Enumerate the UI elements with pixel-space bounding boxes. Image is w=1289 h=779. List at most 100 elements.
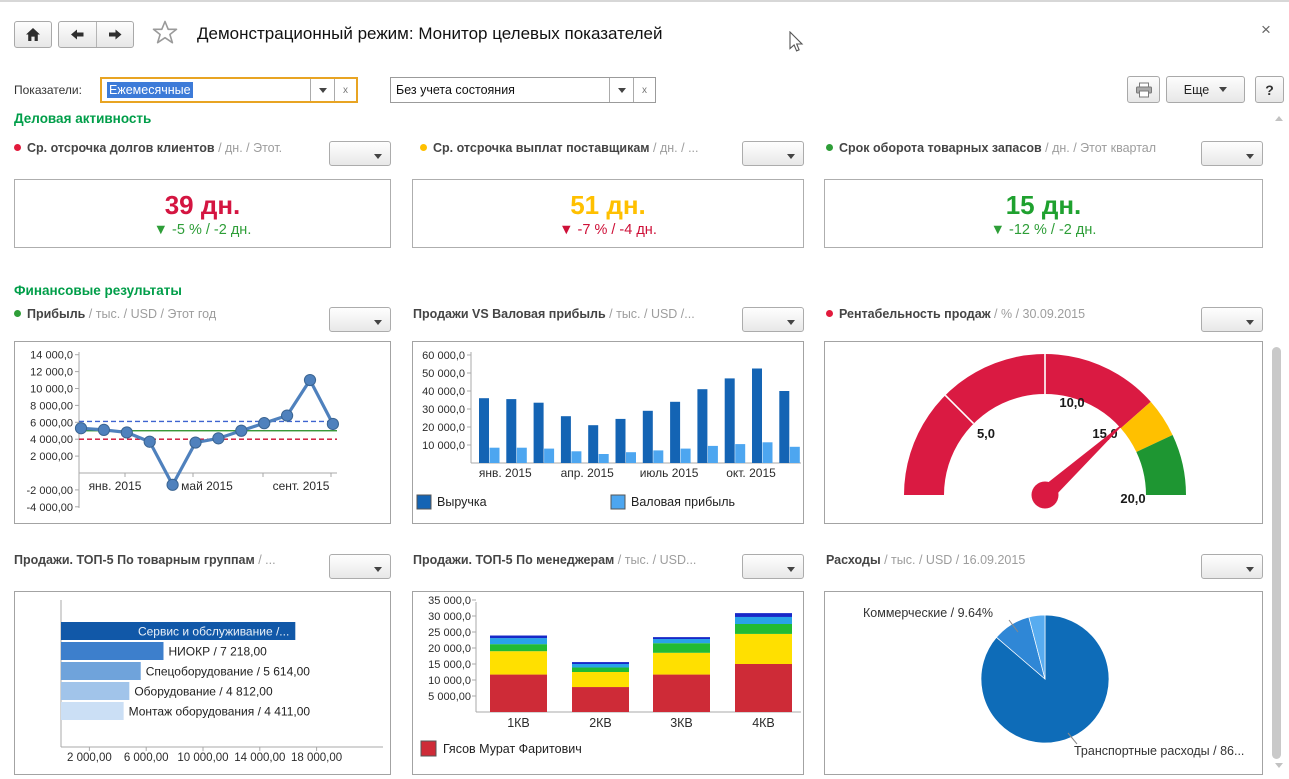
svg-text:14 000,00: 14 000,00 bbox=[234, 752, 285, 764]
chart-title-top5-groups: Продажи. ТОП-5 По товарным группам / ... bbox=[14, 553, 276, 567]
svg-text:4 000,00: 4 000,00 bbox=[30, 434, 73, 446]
chevron-down-icon[interactable] bbox=[609, 78, 633, 102]
chart-period-select-margin[interactable] bbox=[1201, 307, 1263, 332]
status-bullet-icon bbox=[420, 144, 427, 151]
close-icon[interactable]: × bbox=[1261, 20, 1271, 39]
kpi-period-select-1[interactable] bbox=[329, 141, 391, 166]
svg-text:10 000,00: 10 000,00 bbox=[177, 752, 228, 764]
chevron-down-icon bbox=[374, 320, 382, 329]
svg-text:2 000,00: 2 000,00 bbox=[30, 451, 73, 463]
svg-text:60 000,0: 60 000,0 bbox=[422, 350, 465, 362]
svg-text:май 2015: май 2015 bbox=[181, 479, 233, 493]
svg-text:20,0: 20,0 bbox=[1120, 491, 1145, 506]
favorite-star-icon[interactable] bbox=[151, 19, 179, 47]
chart-title-top5-managers: Продажи. ТОП-5 По менеджерам / тыс. / US… bbox=[413, 553, 697, 567]
home-button[interactable] bbox=[14, 21, 52, 48]
indicators-filter-value: Ежемесячные bbox=[107, 82, 193, 98]
svg-text:15 000,0: 15 000,0 bbox=[428, 659, 471, 671]
svg-text:Транспортные расходы / 86...: Транспортные расходы / 86... bbox=[1074, 744, 1244, 758]
profit-line-chart[interactable]: 14 000,0 12 000,0 10 000,0 8 000,00 6 000,00… bbox=[15, 342, 390, 523]
svg-text:сент. 2015: сент. 2015 bbox=[273, 479, 330, 493]
svg-text:Монтаж оборудования / 4 411,00: Монтаж оборудования / 4 411,00 bbox=[129, 705, 311, 719]
status-bullet-icon bbox=[826, 144, 833, 151]
state-filter-combobox[interactable]: Без учета состояния х bbox=[390, 77, 656, 103]
kpi-card-supplier-payments[interactable]: 51 дн. ▼ -7 % / -4 дн. bbox=[412, 179, 804, 248]
section-business-activity: Деловая активность bbox=[14, 111, 152, 126]
kpi-card-inventory-turnover[interactable]: 15 дн. ▼ -12 % / -2 дн. bbox=[824, 179, 1263, 248]
vertical-scrollbar[interactable] bbox=[1272, 347, 1281, 759]
svg-text:Оборудование / 4 812,00: Оборудование / 4 812,00 bbox=[134, 685, 273, 699]
svg-text:3КВ: 3КВ bbox=[670, 716, 693, 730]
kpi-delta: ▼ -5 % / -2 дн. bbox=[153, 221, 252, 238]
svg-text:5,0: 5,0 bbox=[977, 426, 995, 441]
svg-text:8 000,00: 8 000,00 bbox=[30, 400, 73, 412]
svg-text:янв. 2015: янв. 2015 bbox=[479, 466, 532, 480]
arrow-left-icon bbox=[71, 29, 84, 40]
svg-text:40 000,0: 40 000,0 bbox=[422, 386, 465, 398]
expenses-chart-box: Коммерческие / 9.64% Транспортные расходы… bbox=[824, 591, 1263, 775]
chart-title-margin: Рентабельность продаж / % / 30.09.2015 bbox=[826, 307, 1085, 321]
chevron-down-icon bbox=[787, 567, 795, 576]
sales-vs-gross-bar-chart[interactable]: 60 000,0 50 000,0 40 000,0 30 000,0 20 000,0… bbox=[413, 342, 803, 523]
chart-period-select-top5-groups[interactable] bbox=[329, 554, 391, 579]
forward-button[interactable] bbox=[96, 22, 133, 47]
chevron-down-icon bbox=[787, 154, 795, 163]
svg-text:2КВ: 2КВ bbox=[589, 716, 612, 730]
help-button-label: ? bbox=[1265, 81, 1274, 98]
top5-managers-stacked-chart[interactable]: 35 000,0 30 000,0 25 000,0 20 000,0 15 000,0… bbox=[413, 592, 803, 774]
profit-chart-box: 14 000,0 12 000,0 10 000,0 8 000,00 6 000,00… bbox=[14, 341, 391, 524]
svg-text:20 000,0: 20 000,0 bbox=[428, 643, 471, 655]
kpi-value: 51 дн. bbox=[570, 189, 646, 220]
svg-text:30 000,0: 30 000,0 bbox=[428, 611, 471, 623]
svg-text:6 000,00: 6 000,00 bbox=[124, 752, 169, 764]
svg-text:Выручка: Выручка bbox=[437, 495, 487, 509]
svg-text:50 000,0: 50 000,0 bbox=[422, 368, 465, 380]
chart-period-select-expenses[interactable] bbox=[1201, 554, 1263, 579]
clear-icon[interactable]: х bbox=[334, 79, 356, 101]
kpi-card-customer-debt[interactable]: 39 дн. ▼ -5 % / -2 дн. bbox=[14, 179, 391, 248]
chevron-down-icon bbox=[1246, 567, 1254, 576]
svg-text:6 000,00: 6 000,00 bbox=[30, 417, 73, 429]
svg-text:1КВ: 1КВ bbox=[507, 716, 530, 730]
clear-icon[interactable]: х bbox=[633, 78, 655, 102]
indicators-filter-combobox[interactable]: Ежемесячные х bbox=[100, 77, 358, 103]
svg-text:30 000,0: 30 000,0 bbox=[422, 404, 465, 416]
svg-text:14 000,0: 14 000,0 bbox=[30, 350, 73, 362]
margin-gauge-chart[interactable]: 5,0 10,0 15,0 20,0 bbox=[825, 342, 1262, 523]
chart-period-select-top5-managers[interactable] bbox=[742, 554, 804, 579]
chevron-down-icon[interactable] bbox=[310, 79, 334, 101]
expenses-pie-chart[interactable]: Коммерческие / 9.64% Транспортные расходы… bbox=[825, 592, 1262, 774]
kpi-period-select-3[interactable] bbox=[1201, 141, 1263, 166]
print-button[interactable] bbox=[1127, 76, 1160, 103]
kpi-period-select-2[interactable] bbox=[742, 141, 804, 166]
svg-text:10 000,0: 10 000,0 bbox=[422, 440, 465, 452]
svg-text:10 000,0: 10 000,0 bbox=[428, 675, 471, 687]
svg-text:-4 000,00: -4 000,00 bbox=[27, 502, 73, 514]
kpi-title-3: Срок оборота товарных запасов / дн. / Эт… bbox=[826, 141, 1156, 155]
chart-period-select-profit[interactable] bbox=[329, 307, 391, 332]
svg-text:25 000,0: 25 000,0 bbox=[428, 627, 471, 639]
chevron-down-icon bbox=[1219, 87, 1228, 96]
chart-title-profit: Прибыль / тыс. / USD / Этот год bbox=[14, 307, 216, 321]
kpi-value: 15 дн. bbox=[1005, 189, 1082, 220]
status-bullet-icon bbox=[826, 310, 833, 317]
chart-period-select-sales[interactable] bbox=[742, 307, 804, 332]
svg-text:10,0: 10,0 bbox=[1059, 395, 1084, 410]
svg-text:окт. 2015: окт. 2015 bbox=[726, 466, 776, 480]
svg-text:12 000,0: 12 000,0 bbox=[30, 367, 73, 379]
svg-text:5 000,00: 5 000,00 bbox=[428, 691, 471, 703]
chart-title-expenses: Расходы / тыс. / USD / 16.09.2015 bbox=[826, 553, 1026, 567]
status-bullet-icon bbox=[14, 144, 21, 151]
svg-text:18 000,00: 18 000,00 bbox=[291, 752, 342, 764]
help-button[interactable]: ? bbox=[1255, 76, 1284, 103]
back-button[interactable] bbox=[59, 22, 96, 47]
scroll-up-icon[interactable] bbox=[1275, 112, 1283, 121]
margin-gauge-box: 5,0 10,0 15,0 20,0 bbox=[824, 341, 1263, 524]
top5-groups-hbar-chart[interactable]: Сервис и обслуживание /... НИОКР / 7 218,… bbox=[15, 592, 390, 774]
more-button[interactable]: Еще bbox=[1166, 76, 1245, 103]
svg-text:20 000,0: 20 000,0 bbox=[422, 422, 465, 434]
sales-vs-gross-chart-box: 60 000,0 50 000,0 40 000,0 30 000,0 20 000,0… bbox=[412, 341, 804, 524]
top5-groups-chart-box: Сервис и обслуживание /... НИОКР / 7 218,… bbox=[14, 591, 391, 775]
scroll-down-icon[interactable] bbox=[1275, 763, 1283, 772]
